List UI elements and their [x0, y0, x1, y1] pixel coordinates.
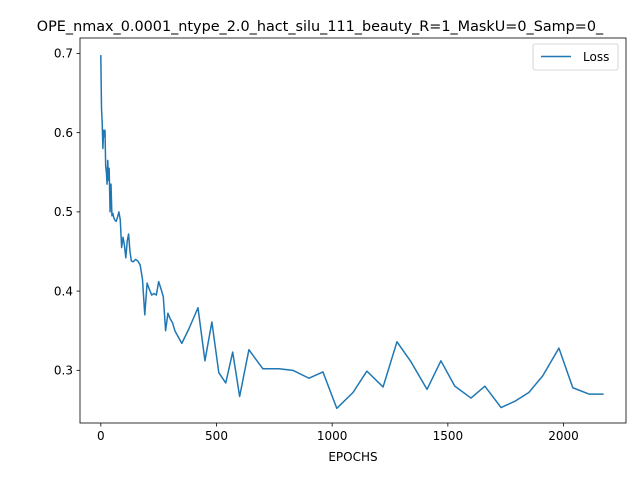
x-tick-label: 1500	[433, 429, 464, 443]
x-tick-label: 0	[97, 429, 105, 443]
x-axis-label: EPOCHS	[328, 450, 377, 464]
y-tick-label: 0.5	[54, 205, 73, 219]
x-tick-label: 500	[205, 429, 228, 443]
x-tick-label: 1000	[317, 429, 348, 443]
x-tick-label: 2000	[548, 429, 579, 443]
y-tick-label: 0.7	[54, 47, 73, 61]
chart-title: OPE_nmax_0.0001_ntype_2.0_hact_silu_111_…	[37, 19, 604, 35]
y-tick-label: 0.6	[54, 126, 73, 140]
plot-area	[80, 38, 626, 423]
legend-label-loss: Loss	[583, 50, 609, 64]
y-tick-label: 0.4	[54, 284, 73, 298]
y-tick-label: 0.3	[54, 364, 73, 378]
legend: Loss	[533, 44, 618, 70]
